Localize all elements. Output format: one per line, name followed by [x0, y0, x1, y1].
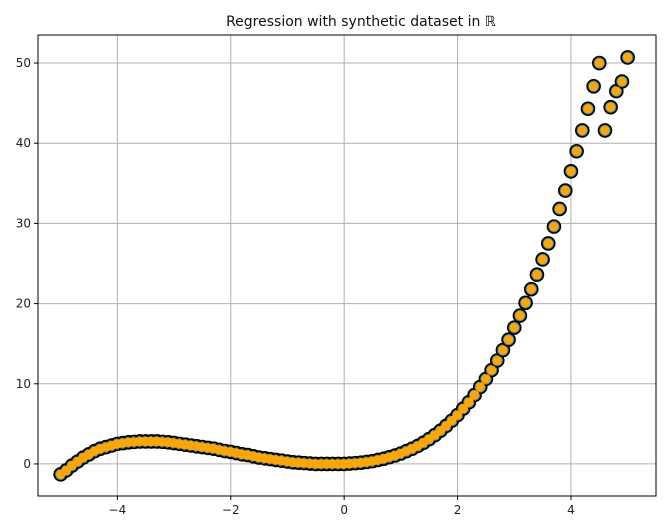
- data-point-inner: [492, 355, 503, 366]
- y-tick-label: 10: [16, 377, 31, 391]
- axes-frame: [37, 34, 657, 497]
- data-point-inner: [583, 103, 593, 114]
- data-point-inner: [605, 102, 616, 112]
- data-point-inner: [475, 382, 486, 392]
- grid-lines: [38, 35, 656, 496]
- data-point-inner: [611, 86, 622, 96]
- data-point-inner: [571, 146, 582, 157]
- data-point-inner: [498, 345, 508, 355]
- data-point-inner: [486, 365, 497, 375]
- data-point-inner: [560, 185, 571, 196]
- data-point-inner: [520, 297, 531, 308]
- data-point-inner: [566, 166, 576, 177]
- data-point-inner: [469, 390, 480, 400]
- data-point-inner: [537, 254, 548, 265]
- data-point-inner: [600, 125, 610, 136]
- x-tick-label: 4: [567, 503, 575, 517]
- data-point-inner: [543, 238, 554, 249]
- x-tick-label: 2: [454, 503, 462, 517]
- data-point-inner: [503, 334, 514, 345]
- data-point-inner: [594, 58, 605, 68]
- data-point-inner: [509, 322, 520, 333]
- x-tick-label: −2: [222, 503, 240, 517]
- x-tick-label: 0: [340, 503, 348, 517]
- data-point-inner: [617, 76, 627, 87]
- data-point-inner: [464, 397, 474, 407]
- data-point-inner: [481, 374, 491, 384]
- chart-title: Regression with synthetic dataset in ℝ: [226, 14, 497, 30]
- data-point-inner: [452, 410, 463, 420]
- x-tick-label: −4: [109, 503, 127, 517]
- y-tick-label: 50: [16, 56, 31, 70]
- y-tick-label: 0: [23, 457, 31, 471]
- data-point-inner: [549, 221, 559, 232]
- data-point-inner: [532, 269, 542, 280]
- data-point-inner: [588, 81, 599, 92]
- data-point-inner: [526, 284, 537, 294]
- data-point-inner: [515, 310, 525, 321]
- data-point-inner: [458, 403, 469, 414]
- data-point-inner: [622, 52, 633, 63]
- data-point-inner: [577, 125, 588, 136]
- data-point-inner: [554, 204, 565, 214]
- y-tick-label: 20: [16, 297, 31, 311]
- y-tick-label: 30: [16, 216, 31, 230]
- y-tick-label: 40: [16, 136, 31, 150]
- data-points: [53, 50, 635, 482]
